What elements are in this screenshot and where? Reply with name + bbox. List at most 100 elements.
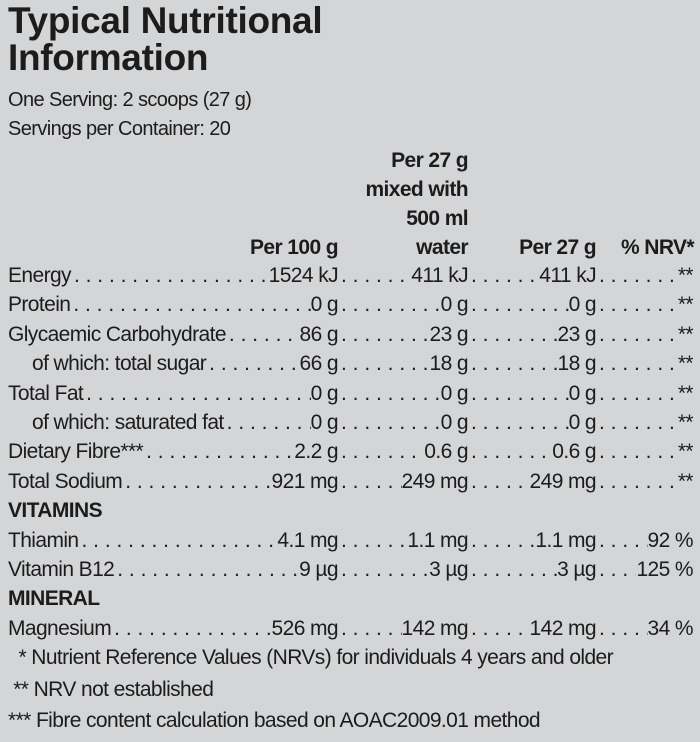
value-per100: 921 mg [271,469,338,493]
value-nrv: ** [677,440,693,464]
value-nrv: ** [677,469,693,493]
dot-leader [224,408,311,437]
footnote: * Nutrient Reference Values (NRVs) for i… [8,646,614,669]
value-nrv: 125 % [636,557,693,581]
value-per27: 0 g [568,381,596,405]
dot-leader [83,379,310,408]
header-per27: Per 27 g [519,236,597,259]
value-nrv: 34 % [647,616,693,640]
dot-leader [468,290,569,319]
table-row: Total Sodium 921 mg 249 mg 249 mg ** [8,467,694,496]
dot-leader [468,614,530,643]
serving-size: One Serving: 2 scoops (27 g) [8,89,252,111]
value-per100: 0 g [310,410,338,434]
dot-leader [226,320,300,349]
value-nrv: ** [677,293,693,317]
section-heading-mineral: MINERAL [8,587,100,611]
dot-leader [338,437,424,466]
value-mixed: 0 g [440,381,468,405]
dot-leader [468,555,557,584]
section-heading-vitamins: VITAMINS [8,499,103,523]
dot-leader [468,437,552,466]
dot-leader [122,467,271,496]
table-row: Glycaemic Carbohydrate 86 g 23 g 23 g ** [8,320,694,349]
value-per27: 0.6 g [552,440,596,464]
header-mixed-line: water [416,236,468,259]
value-nrv: ** [677,381,693,405]
dot-leader [596,437,678,466]
value-mixed: 0 g [440,293,468,317]
footnotes: * Nutrient Reference Values (NRVs) for i… [8,642,614,737]
servings-per-container: Servings per Container: 20 [8,118,231,140]
value-per27: 0 g [568,293,596,317]
dot-leader [596,408,678,437]
value-per27: 411 kJ [539,264,596,287]
value-mixed: 3 µg [429,557,468,581]
dot-leader [596,290,678,319]
value-per100: 526 mg [271,616,338,640]
dot-leader [338,408,441,437]
nutrient-label: Total Fat [8,381,84,405]
value-per27: 249 mg [529,469,596,493]
value-mixed: 0.6 g [424,440,468,464]
title-line-2: Information [8,37,209,78]
value-mixed: 23 g [429,322,468,346]
title-line-1: Typical Nutritional [8,0,323,41]
dot-leader [468,379,569,408]
value-mixed: 249 mg [401,469,468,493]
value-per27: 142 mg [529,616,596,640]
footnote: ** NRV not established [8,677,214,701]
header-nrv: % NRV* [620,236,695,259]
nutrition-table: Energy 1524 kJ 411 kJ 411 kJ ** Protein 0 g 0 g… [8,261,694,643]
dot-leader [596,379,678,408]
dot-leader [206,349,299,378]
nutrient-label: Magnesium [8,616,112,640]
dot-leader [468,408,569,437]
dot-leader [468,467,530,496]
table-row: Magnesium 526 mg 142 mg 142 mg 34 % [8,614,694,643]
dot-leader [338,349,430,378]
nutrient-label: Dietary Fibre*** [8,440,144,464]
value-per100: 4.1 mg [277,528,338,552]
value-per100: 86 g [299,322,338,346]
dot-leader [338,320,430,349]
dot-leader [79,526,278,555]
table-row: of which: total sugar 66 g 18 g 18 g ** [8,349,694,378]
dot-leader [143,437,294,466]
dot-leader [596,261,678,290]
value-mixed: 411 kJ [411,264,468,287]
nutrient-label: Total Sodium [8,469,123,493]
dot-leader [338,290,441,319]
dot-leader [468,526,535,555]
header-mixed-line: mixed with [365,178,468,201]
dot-leader [596,467,678,496]
dot-leader [114,555,299,584]
dot-leader [468,349,558,378]
dot-leader [71,261,269,290]
header-mixed-line: 500 ml [406,207,468,230]
value-per27: 18 g [557,352,596,376]
dot-leader [596,614,648,643]
page-title: Typical Nutritional Information [8,0,323,78]
value-per100: 9 µg [299,557,338,581]
value-nrv: ** [677,410,693,434]
table-row: Energy 1524 kJ 411 kJ 411 kJ ** [8,261,694,290]
header-mixed-line: Per 27 g [391,149,469,172]
table-row: Total Fat 0 g 0 g 0 g ** [8,379,694,408]
dot-leader [338,614,402,643]
nutrient-label: Thiamin [8,528,79,552]
value-mixed: 18 g [429,352,468,376]
value-per100: 0 g [310,293,338,317]
value-per27: 3 µg [557,557,596,581]
dot-leader [596,320,678,349]
dot-leader [596,555,636,584]
value-mixed: 1.1 mg [407,528,468,552]
header-per100: Per 100 g [250,236,339,259]
dot-leader [70,290,310,319]
table-row: Dietary Fibre*** 2.2 g 0.6 g 0.6 g ** [8,437,694,466]
value-per100: 66 g [299,352,338,376]
value-nrv: ** [677,322,693,346]
dot-leader [468,261,539,290]
nutrient-label: of which: saturated fat [32,410,224,434]
value-per100: 0 g [310,381,338,405]
